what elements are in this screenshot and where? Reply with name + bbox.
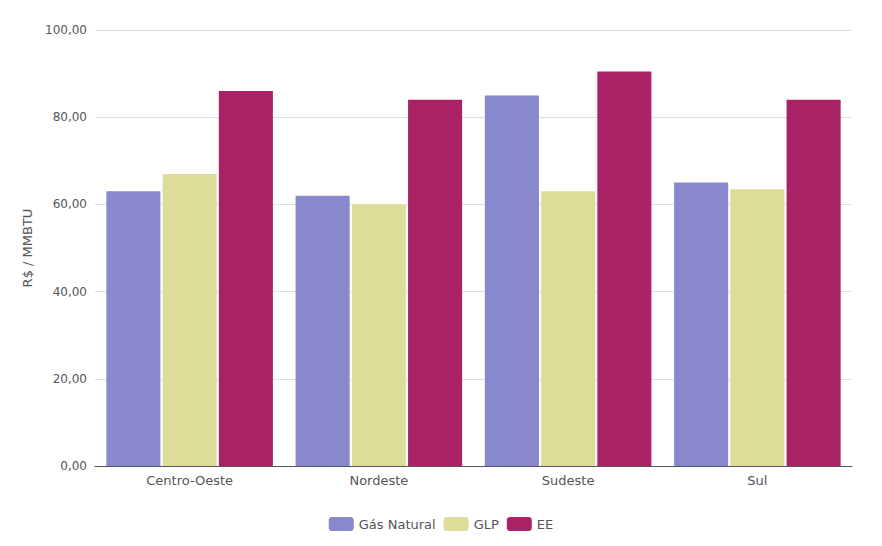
svg-text:60,00: 60,00 xyxy=(53,197,87,211)
svg-text:80,00: 80,00 xyxy=(53,110,87,124)
svg-text:R$ / MMBTU: R$ / MMBTU xyxy=(20,209,35,288)
svg-text:Sudeste: Sudeste xyxy=(542,473,595,488)
svg-text:Gás Natural: Gás Natural xyxy=(359,517,436,532)
svg-text:20,00: 20,00 xyxy=(53,372,87,386)
svg-text:EE: EE xyxy=(537,517,553,532)
svg-text:GLP: GLP xyxy=(474,517,499,532)
svg-text:Sul: Sul xyxy=(747,473,767,488)
svg-text:Centro-Oeste: Centro-Oeste xyxy=(146,473,233,488)
svg-text:40,00: 40,00 xyxy=(53,285,87,299)
svg-text:100,00: 100,00 xyxy=(45,23,87,37)
svg-text:Nordeste: Nordeste xyxy=(349,473,408,488)
svg-text:0,00: 0,00 xyxy=(60,459,87,473)
